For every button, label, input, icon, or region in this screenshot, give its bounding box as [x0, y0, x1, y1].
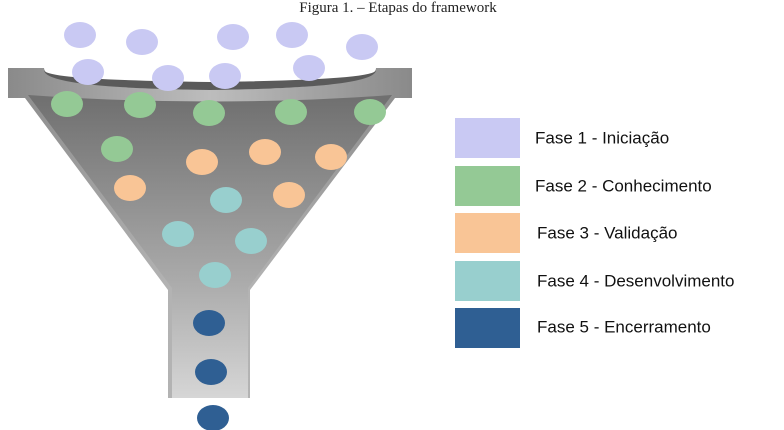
legend-swatch — [455, 308, 520, 348]
legend-label: Fase 5 - Encerramento — [537, 317, 711, 336]
legend-label: Fase 2 - Conhecimento — [535, 176, 712, 195]
legend-swatch — [455, 261, 520, 301]
legend-label: Fase 3 - Validação — [537, 223, 677, 242]
legend: Fase 1 - Iniciação Fase 2 - Conhecimento… — [455, 118, 734, 348]
caption: Figura 1. – Etapas do framework — [299, 0, 497, 16]
diagram: Figura 1. – Etapas do framework — [0, 0, 784, 430]
legend-swatch — [455, 213, 520, 253]
legend-label: Fase 4 - Desenvolvimento — [537, 271, 734, 290]
legend-swatch — [455, 118, 520, 158]
page: {"caption": "Figura 1. – Etapas do frame… — [0, 0, 784, 430]
legend-label: Fase 1 - Iniciação — [535, 128, 669, 147]
legend-swatch — [455, 166, 520, 206]
